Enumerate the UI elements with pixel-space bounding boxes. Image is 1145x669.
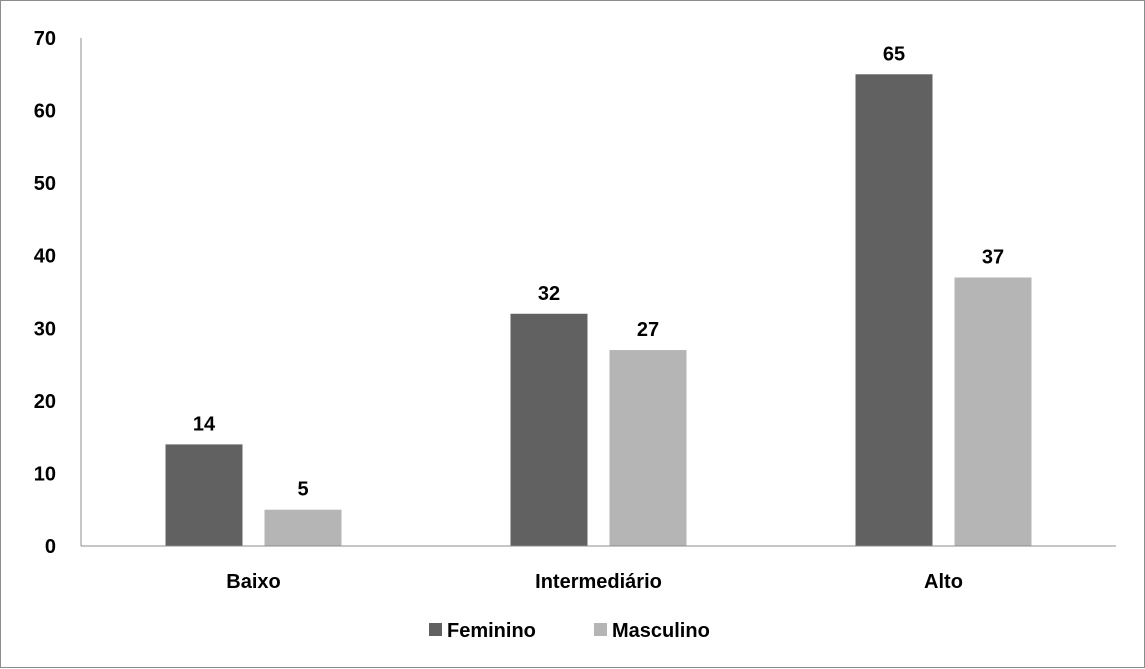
x-axis-labels: Baixo Intermediário Alto: [226, 571, 963, 593]
legend-label-feminino: Feminino: [447, 620, 536, 642]
legend-swatch-feminino: [429, 623, 442, 636]
data-label: 32: [538, 283, 560, 305]
bar-feminino-baixo: [165, 444, 243, 546]
legend: Feminino Masculino: [429, 620, 710, 642]
legend-swatch-masculino: [594, 623, 607, 636]
x-tick-label: Alto: [924, 571, 963, 593]
y-tick-label: 40: [34, 246, 56, 268]
data-label: 5: [297, 479, 308, 501]
bar-masculino-alto: [954, 277, 1032, 546]
data-label: 65: [883, 43, 905, 65]
bar-feminino-intermediário: [510, 313, 588, 546]
data-label: 27: [637, 319, 659, 341]
y-tick-label: 0: [45, 536, 56, 558]
y-tick-label: 30: [34, 318, 56, 340]
bar-masculino-intermediário: [609, 350, 687, 546]
bars: [165, 74, 1032, 547]
legend-label-masculino: Masculino: [612, 620, 710, 642]
bar-feminino-alto: [855, 74, 933, 547]
bar-masculino-baixo: [264, 509, 342, 546]
y-tick-label: 70: [34, 28, 56, 50]
y-tick-label: 20: [34, 391, 56, 413]
data-labels: 14 5 32 27 65 37: [193, 43, 1004, 500]
data-label: 14: [193, 413, 216, 435]
x-tick-label: Intermediário: [535, 571, 662, 593]
y-axis-ticks: 0 10 20 30 40 50 60 70: [34, 28, 56, 558]
data-label: 37: [982, 246, 1004, 268]
y-tick-label: 50: [34, 173, 56, 195]
x-tick-label: Baixo: [226, 571, 280, 593]
y-tick-label: 10: [34, 463, 56, 485]
y-tick-label: 60: [34, 101, 56, 123]
